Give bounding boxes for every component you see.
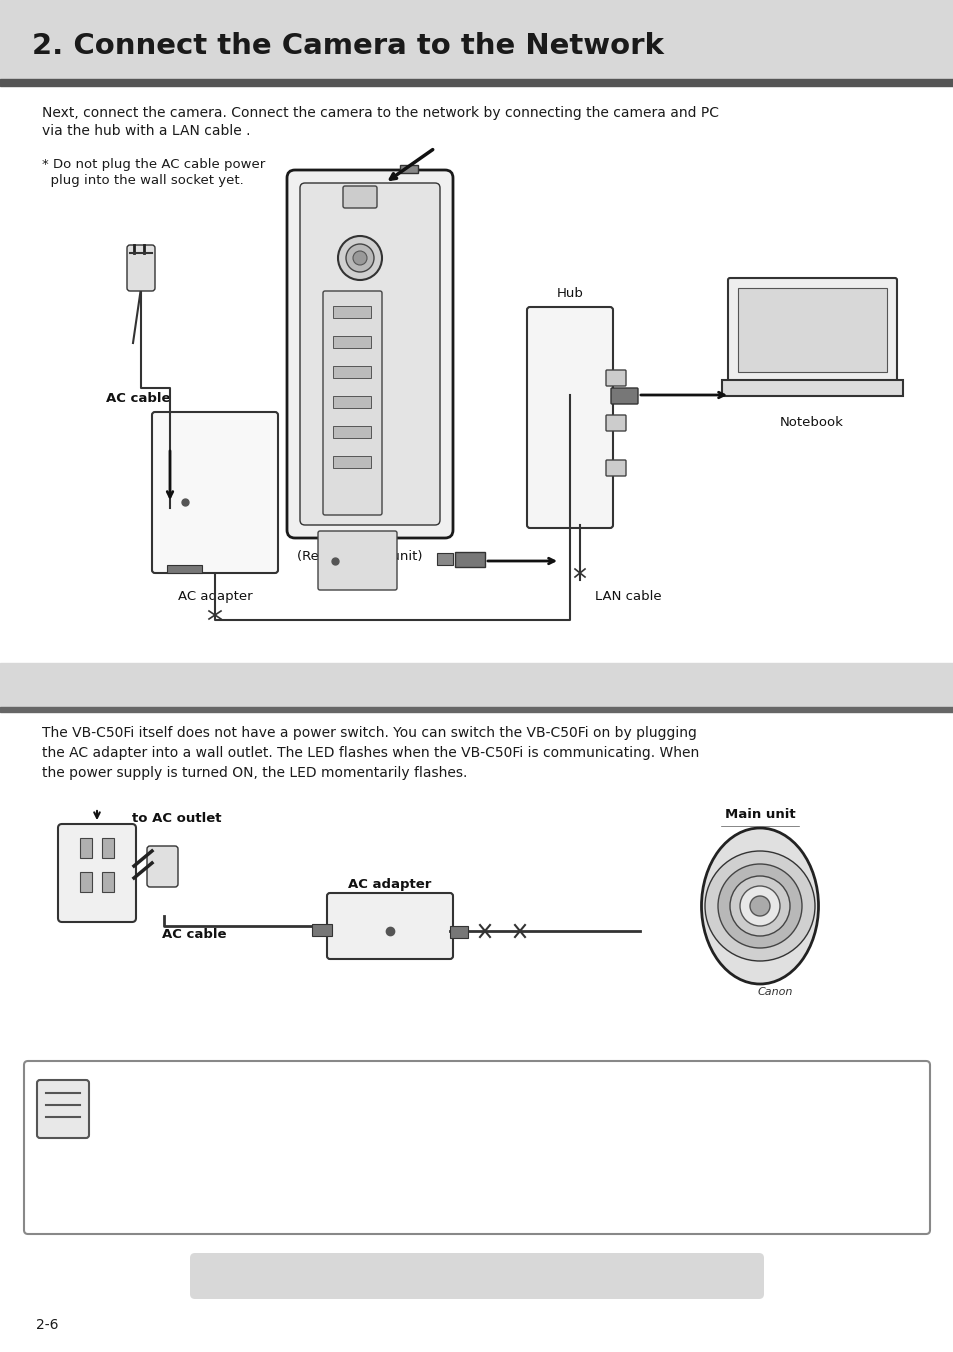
Bar: [167, 565, 202, 573]
Circle shape: [718, 864, 801, 948]
FancyBboxPatch shape: [605, 415, 625, 431]
FancyBboxPatch shape: [327, 894, 453, 959]
Bar: [0, 0, 953, 82]
Bar: [0, 707, 953, 713]
FancyBboxPatch shape: [727, 279, 896, 383]
Circle shape: [337, 237, 381, 280]
Text: via the hub with a LAN cable .: via the hub with a LAN cable .: [42, 124, 251, 138]
Bar: [333, 456, 371, 468]
Bar: [80, 872, 91, 892]
FancyBboxPatch shape: [343, 187, 376, 208]
Bar: [399, 165, 417, 173]
Bar: [333, 306, 371, 318]
Text: The network connection is now complete.: The network connection is now complete.: [288, 1268, 665, 1283]
FancyBboxPatch shape: [610, 388, 638, 404]
FancyBboxPatch shape: [24, 1061, 929, 1234]
Text: AC cable: AC cable: [162, 927, 226, 941]
Text: If the picture recording function is being used, shutting off the power or: If the picture recording function is bei…: [113, 1137, 616, 1151]
Text: The VB-C50Fi itself does not have a power switch. You can switch the VB-C50Fi on: The VB-C50Fi itself does not have a powe…: [42, 726, 696, 740]
Text: * Do not plug the AC cable power: * Do not plug the AC cable power: [42, 158, 265, 170]
Text: Safe Use of Equipment/⚠ IMPORTANT SAFETY INSTRUCTIONS" (→ P.xii).: Safe Use of Equipment/⚠ IMPORTANT SAFETY…: [113, 1111, 548, 1124]
Text: the power supply is turned ON, the LED momentarily flashes.: the power supply is turned ON, the LED m…: [42, 767, 467, 780]
FancyBboxPatch shape: [127, 245, 154, 291]
Bar: [333, 396, 371, 408]
Text: the AC adapter into a wall outlet. The LED flashes when the VB-C50Fi is communic: the AC adapter into a wall outlet. The L…: [42, 746, 699, 760]
Bar: [333, 366, 371, 379]
Text: AC cable: AC cable: [106, 392, 171, 404]
Text: restarting the VB-C50Fi will cause all pictures to be deleted.: restarting the VB-C50Fi will cause all p…: [113, 1153, 532, 1165]
FancyBboxPatch shape: [323, 291, 381, 515]
Bar: [436, 553, 453, 565]
FancyBboxPatch shape: [317, 531, 396, 589]
FancyBboxPatch shape: [605, 370, 625, 387]
Circle shape: [729, 876, 789, 936]
Text: it on too quickly may result in a malfunction. Observe the precautions given in : it on too quickly may result in a malfun…: [113, 1095, 617, 1109]
Bar: [333, 337, 371, 347]
Text: Hub: Hub: [556, 287, 583, 300]
Circle shape: [740, 886, 780, 926]
Bar: [80, 838, 91, 859]
Text: 2. Connect the Camera to the Network: 2. Connect the Camera to the Network: [32, 32, 663, 59]
Text: Note: Note: [51, 1146, 74, 1157]
Text: plug into the wall socket yet.: plug into the wall socket yet.: [42, 174, 244, 187]
Bar: [450, 926, 468, 938]
Bar: [738, 288, 886, 372]
Bar: [0, 662, 953, 708]
FancyBboxPatch shape: [299, 183, 439, 525]
FancyBboxPatch shape: [58, 823, 136, 922]
Text: Wait at least 5 seconds before turning the power back on after shutting it off. : Wait at least 5 seconds before turning t…: [113, 1079, 637, 1092]
Bar: [0, 78, 953, 87]
FancyBboxPatch shape: [526, 307, 613, 529]
Text: (Rear of main unit): (Rear of main unit): [297, 550, 422, 562]
Text: AC adapter: AC adapter: [348, 877, 432, 891]
Text: to AC outlet: to AC outlet: [132, 811, 221, 825]
Text: Main unit: Main unit: [724, 808, 795, 821]
Bar: [102, 872, 113, 892]
Circle shape: [704, 850, 814, 961]
Bar: [455, 552, 484, 566]
Text: LAN cable: LAN cable: [595, 589, 661, 603]
Text: ●: ●: [100, 1137, 111, 1151]
FancyBboxPatch shape: [152, 412, 277, 573]
Bar: [721, 380, 902, 396]
FancyBboxPatch shape: [37, 1080, 89, 1138]
Text: Next, connect the camera. Connect the camera to the network by connecting the ca: Next, connect the camera. Connect the ca…: [42, 105, 719, 120]
FancyBboxPatch shape: [147, 846, 178, 887]
Text: 2-6: 2-6: [36, 1318, 58, 1332]
Text: AC adapter: AC adapter: [177, 589, 252, 603]
Ellipse shape: [700, 827, 818, 984]
Bar: [102, 838, 113, 859]
Circle shape: [353, 251, 367, 265]
Bar: [312, 923, 332, 936]
Text: Notebook: Notebook: [780, 416, 843, 429]
Bar: [333, 426, 371, 438]
FancyBboxPatch shape: [190, 1253, 763, 1299]
Circle shape: [749, 896, 769, 917]
FancyBboxPatch shape: [287, 170, 453, 538]
Text: ●: ●: [100, 1079, 111, 1092]
FancyBboxPatch shape: [605, 460, 625, 476]
Text: Canon: Canon: [757, 987, 792, 996]
Text: Turning the Power ON and OFF: Turning the Power ON and OFF: [26, 679, 413, 699]
Circle shape: [346, 243, 374, 272]
